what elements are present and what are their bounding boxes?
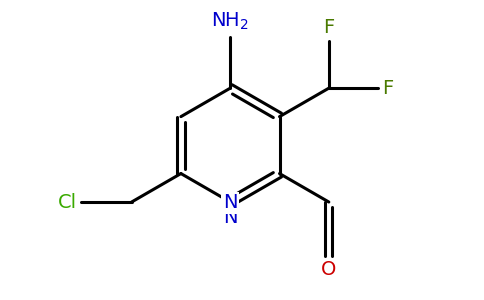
- Text: N: N: [223, 194, 238, 212]
- Text: Cl: Cl: [58, 193, 76, 211]
- Text: F: F: [382, 79, 393, 98]
- Text: NH$_2$: NH$_2$: [211, 11, 249, 32]
- Text: O: O: [321, 260, 336, 279]
- Text: N: N: [223, 194, 238, 212]
- Text: N: N: [223, 208, 238, 227]
- Text: F: F: [323, 18, 334, 37]
